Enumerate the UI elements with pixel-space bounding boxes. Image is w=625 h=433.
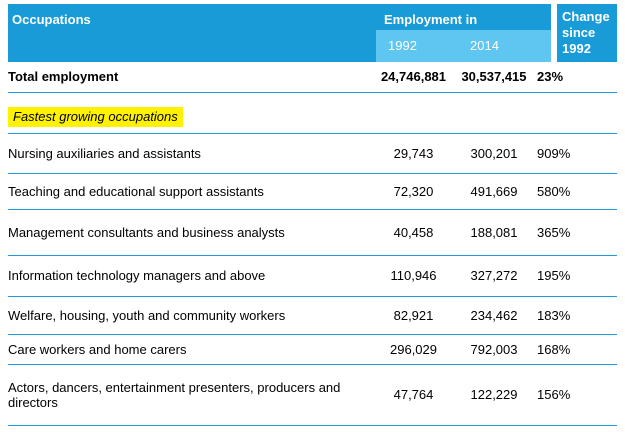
header-change-since-1992-label: Change since 1992 — [557, 4, 617, 62]
occupation-cell: Nursing auxiliaries and assistants — [8, 145, 201, 161]
total-employment-row: Total employment 24,746,881 30,537,415 2… — [8, 62, 617, 92]
change-cell: 23% — [537, 69, 564, 85]
header-occupations-label: Occupations — [12, 12, 91, 27]
header-main-block: Occupations Employment in 1992 2014 — [8, 4, 551, 62]
occupation-cell: Information technology managers and abov… — [8, 268, 266, 283]
value-2014-cell: 234,462 — [470, 307, 518, 323]
value-2014-cell: 300,201 — [470, 145, 518, 161]
table-row: Teaching and educational support assista… — [8, 173, 617, 209]
table-row: Welfare, housing, youth and community wo… — [8, 296, 617, 334]
table-row: Nursing auxiliaries and assistants 29,74… — [8, 133, 617, 173]
value-2014-cell: 30,537,415 — [461, 69, 527, 85]
header-year-1992-label: 1992 — [388, 38, 417, 53]
value-2014-cell: 327,272 — [470, 268, 518, 283]
table-row: Management consultants and business anal… — [8, 209, 617, 255]
change-cell: 365% — [537, 224, 571, 240]
occupation-cell: Teaching and educational support assista… — [8, 183, 264, 199]
value-1992-cell: 110,946 — [390, 268, 437, 283]
occupations-table: Occupations Employment in 1992 2014 Chan… — [8, 4, 617, 426]
occupation-cell: Welfare, housing, youth and community wo… — [8, 307, 286, 323]
value-2014-cell: 188,081 — [470, 224, 518, 240]
value-2014-cell: 491,669 — [470, 183, 518, 199]
change-cell: 156% — [537, 387, 571, 402]
occupation-cell: Management consultants and business anal… — [8, 224, 285, 240]
table-row: Actors, dancers, entertainment presenter… — [8, 364, 617, 425]
value-2014-cell: 792,003 — [470, 341, 518, 357]
change-cell: 183% — [537, 307, 571, 323]
header-year-2014-label: 2014 — [470, 38, 499, 53]
value-1992-cell: 47,764 — [393, 387, 434, 402]
change-cell: 195% — [537, 268, 571, 283]
value-1992-cell: 296,029 — [390, 341, 437, 357]
table-body: Total employment 24,746,881 30,537,415 2… — [8, 62, 617, 426]
table-row: Information technology managers and abov… — [8, 255, 617, 296]
header-year-subband: 1992 2014 — [376, 30, 551, 62]
occupation-cell: Total employment — [8, 69, 119, 85]
header-column-gap — [551, 4, 557, 62]
change-cell: 580% — [537, 183, 571, 199]
change-cell: 168% — [537, 341, 571, 357]
occupation-cell: Care workers and home carers — [8, 341, 187, 357]
value-1992-cell: 24,746,881 — [380, 69, 447, 85]
header-employment-in-label: Employment in — [384, 12, 478, 27]
section-row: Fastest growing occupations — [8, 92, 617, 133]
value-1992-cell: 82,921 — [393, 307, 434, 323]
section-highlight-label: Fastest growing occupations — [8, 106, 183, 127]
table-row: Care workers and home carers 296,029 792… — [8, 334, 617, 364]
value-1992-cell: 40,458 — [393, 224, 434, 240]
value-1992-cell: 29,743 — [393, 145, 434, 161]
value-2014-cell: 122,229 — [470, 387, 518, 402]
value-1992-cell: 72,320 — [393, 183, 434, 199]
table-header: Occupations Employment in 1992 2014 Chan… — [8, 4, 617, 62]
occupation-cell: Actors, dancers, entertainment presenter… — [8, 379, 341, 410]
change-cell: 909% — [537, 145, 571, 161]
